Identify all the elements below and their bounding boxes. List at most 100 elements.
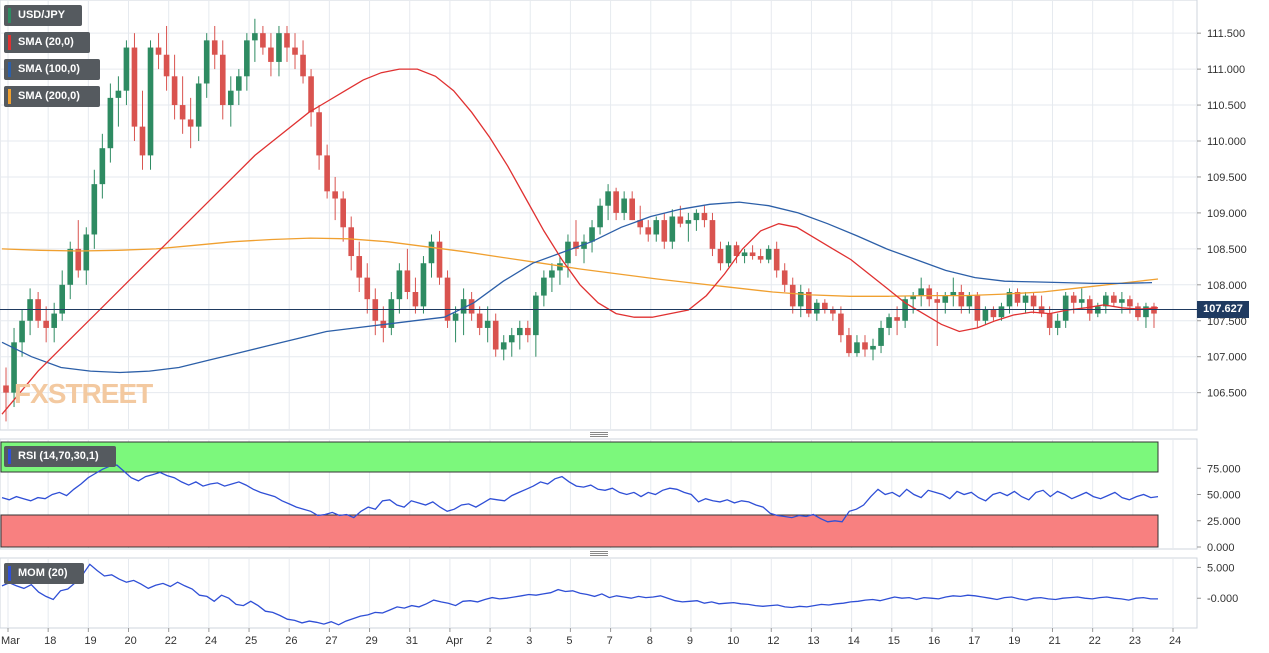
mom-label: MOM (20) (18, 567, 68, 579)
legend-item[interactable]: SMA (100,0) (4, 59, 100, 80)
candle-body (1127, 299, 1133, 307)
candle-body (284, 33, 290, 48)
candle-body (75, 248, 82, 271)
x-tick-label: 23 (1129, 635, 1141, 647)
candle-body (276, 33, 282, 62)
candle-body (260, 33, 266, 48)
rsi-line (1, 464, 1159, 523)
legend-item[interactable]: SMA (20,0) (4, 32, 90, 53)
candle-body (420, 263, 427, 307)
candle-body (123, 47, 130, 91)
x-tick-label: Mar (1, 635, 20, 647)
legend-label: SMA (20,0) (18, 36, 74, 48)
candle-body (195, 83, 202, 127)
candle-body (1135, 306, 1141, 318)
fxstreet-watermark: FXSTREET (14, 378, 153, 409)
candle-body (83, 234, 90, 271)
x-tick-label: 25 (245, 635, 257, 647)
y-tick-label: 110.000 (1207, 136, 1246, 148)
candle-body (444, 277, 451, 321)
y-tick-label: 107.500 (1207, 316, 1247, 328)
candle-body (797, 291, 804, 307)
x-tick-label: 24 (205, 635, 217, 647)
x-tick-label: 22 (1089, 635, 1101, 647)
candle-body (404, 270, 411, 292)
candle-body (11, 342, 17, 393)
candle-body (1030, 295, 1037, 307)
x-tick-label: 22 (165, 635, 177, 647)
candle-body (693, 212, 700, 221)
candle-body (717, 248, 724, 264)
candle-body (244, 40, 250, 77)
x-tick-label: 3 (526, 635, 532, 647)
candle-body (292, 47, 298, 55)
sma20-line (1, 68, 1159, 415)
candle-body (364, 277, 371, 300)
y-tick-label: 110.500 (1207, 100, 1246, 112)
candle-body (934, 299, 941, 303)
time-axis: Mar 18 19 20 22 24 25 26 27 29 31 Apr 2 3 5 7 8 9 10 12 13 14… (1, 628, 1181, 647)
candle-body (846, 335, 852, 354)
legend-item[interactable]: USD/JPY (4, 5, 82, 26)
candle-body (332, 191, 338, 199)
mom-legend[interactable]: MOM (20) (4, 563, 84, 584)
y-tick-label: 109.500 (1207, 172, 1247, 184)
rsi-swatch (8, 449, 11, 464)
candle-body (43, 320, 49, 328)
candle-body (974, 295, 981, 321)
legend-swatch (8, 8, 11, 23)
candle-body (268, 47, 274, 62)
candle-body (1086, 299, 1093, 314)
x-tick-label: 27 (325, 635, 337, 647)
rsi-series (1, 464, 1159, 523)
candle-body (227, 90, 234, 106)
y-tick-label: 108.000 (1207, 280, 1247, 292)
candle-body (966, 295, 973, 307)
candle-body (492, 320, 499, 350)
candle-body (781, 270, 788, 285)
rsi-label: RSI (14,70,30,1) (18, 450, 99, 462)
rsi-legend[interactable]: RSI (14,70,30,1) (4, 446, 116, 467)
x-tick-label: 19 (84, 635, 96, 647)
candle-body (203, 40, 210, 84)
candle-body (1103, 295, 1109, 307)
rsi-tick-label: 75.000 (1207, 463, 1241, 475)
candle-body (637, 220, 644, 228)
candle-body (677, 216, 684, 224)
x-tick-label: 18 (44, 635, 56, 647)
candle-body (789, 284, 796, 307)
candle-body (211, 40, 218, 55)
candle-body (99, 148, 106, 185)
candle-body (51, 313, 57, 328)
candle-body (645, 227, 652, 235)
candle-body (131, 47, 138, 127)
momentum-line (1, 563, 1158, 626)
candle-body (484, 320, 491, 328)
candle-body (1006, 291, 1013, 307)
y-tick-label: 109.000 (1207, 208, 1247, 220)
legend-item[interactable]: SMA (200,0) (4, 86, 100, 107)
candle-body (316, 112, 322, 156)
mom-resize-handle[interactable] (590, 551, 608, 556)
candle-body (621, 198, 627, 213)
candle-body (460, 299, 467, 314)
candle-body (830, 309, 836, 314)
x-tick-label: 26 (285, 635, 297, 647)
candle-body (886, 317, 892, 328)
mom-panel (0, 557, 1198, 629)
x-tick-label: 14 (848, 635, 860, 647)
candle-body (910, 295, 916, 300)
x-tick-label: 7 (607, 635, 613, 647)
candle-body (91, 184, 98, 235)
x-tick-label: 13 (807, 635, 819, 647)
candle-body (1111, 295, 1117, 303)
x-tick-label: 5 (566, 635, 572, 647)
rsi-resize-handle[interactable] (590, 432, 608, 437)
y-tick-label: 106.500 (1207, 388, 1247, 400)
candle-body (613, 191, 619, 213)
candle-body (805, 291, 812, 314)
x-tick-label: 21 (1048, 635, 1060, 647)
candle-body (565, 241, 571, 264)
x-tick-label: 20 (125, 635, 137, 647)
